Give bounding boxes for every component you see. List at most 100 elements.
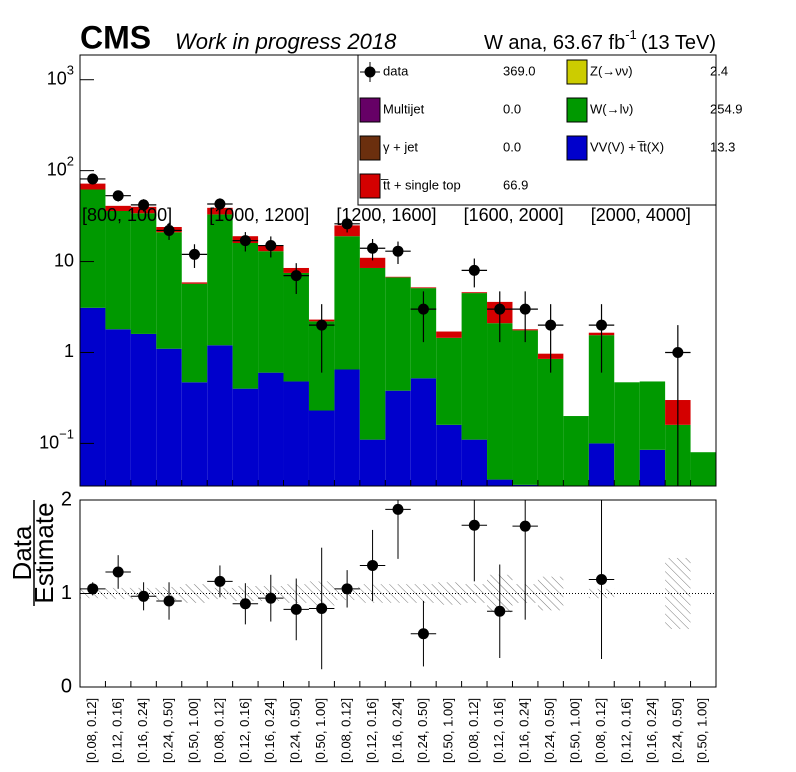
legend-yield: 13.3 <box>710 139 735 154</box>
ratio-point <box>112 566 124 578</box>
uncertainty-band <box>410 584 437 603</box>
title: CMS <box>80 19 151 55</box>
y-tick-label: 102 <box>47 154 74 179</box>
y-label: Data <box>7 525 37 580</box>
x-tick-label: [0.24, 0.50] <box>542 698 557 763</box>
y-label: Estimate <box>29 502 59 603</box>
bar-segment <box>181 283 208 383</box>
bar-segment <box>80 183 106 190</box>
bar-segment <box>512 484 538 486</box>
y-tick-label: 103 <box>47 63 74 88</box>
bar-segment <box>436 424 462 486</box>
y-tick-exponent: 3 <box>67 63 74 78</box>
bar-segment <box>410 378 437 486</box>
bar-segment <box>461 292 488 294</box>
legend-swatch <box>566 97 588 123</box>
bar-segment <box>359 439 386 486</box>
legend-label: Z(→νν) <box>590 63 633 78</box>
x-tick-label: [0.24, 0.50] <box>415 698 430 763</box>
data-point <box>367 242 379 254</box>
lumi-energy: (13 TeV) <box>641 32 716 54</box>
bar-segment <box>588 443 615 486</box>
x-tick-label: [0.50, 1.00] <box>186 698 201 763</box>
ratio-point <box>163 595 175 607</box>
legend-box <box>357 54 717 206</box>
x-tick-label: [0.50, 1.00] <box>695 698 710 763</box>
x-tick-label: [0.24, 0.50] <box>669 698 684 763</box>
data-point <box>290 270 302 282</box>
bar-segment <box>334 236 360 370</box>
data-point <box>519 303 531 315</box>
legend-label: γ + jet <box>383 139 418 154</box>
ratio-point <box>214 575 226 587</box>
bar-segment <box>105 210 131 330</box>
data-point <box>468 264 480 276</box>
y-tick-label: 10 <box>54 250 74 270</box>
group-label: [1200, 1600] <box>336 205 436 225</box>
x-tick-label: [0.12, 0.16] <box>618 698 633 763</box>
y-tick-label: 1 <box>64 341 74 361</box>
data-point <box>672 346 684 358</box>
bar-segment <box>283 381 309 486</box>
legend-swatch <box>359 173 381 199</box>
bar-segment <box>308 410 335 486</box>
x-tick-label: [0.12, 0.16] <box>237 698 252 763</box>
ratio-point <box>392 503 404 515</box>
data-point <box>138 199 150 211</box>
data-point <box>214 198 226 210</box>
bar-segment <box>487 323 513 480</box>
bar-segment <box>80 189 106 308</box>
bar-segment <box>359 267 386 440</box>
legend-yield: 254.9 <box>710 101 743 116</box>
legend-label: W(→lν) <box>590 101 633 116</box>
bar-segment <box>130 213 157 334</box>
ratio-point <box>290 603 302 615</box>
x-tick-label: [0.12, 0.16] <box>110 698 125 763</box>
bar-segment <box>614 382 640 486</box>
bar-segment <box>232 242 259 389</box>
uncertainty-band <box>436 582 462 605</box>
bar-segment <box>130 333 157 486</box>
data-point <box>239 235 251 247</box>
legend-marker <box>364 66 376 78</box>
legend-swatch <box>359 135 381 161</box>
x-tick-label: [0.08, 0.12] <box>593 698 608 763</box>
ratio-point <box>341 583 353 595</box>
legend-yield: 369.0 <box>503 63 536 78</box>
ratio-point <box>367 559 379 571</box>
y-tick-exponent: 2 <box>67 154 74 169</box>
bar-segment <box>334 369 360 486</box>
legend-swatch <box>566 59 588 85</box>
data-point <box>392 245 404 257</box>
bar-segment <box>436 337 462 425</box>
data-point <box>545 319 557 331</box>
x-tick-label: [0.12, 0.16] <box>364 698 379 763</box>
ratio-point <box>316 602 328 614</box>
x-tick-label: [0.16, 0.24] <box>389 698 404 763</box>
uncertainty-band <box>537 576 564 611</box>
legend-label: data <box>383 63 409 78</box>
x-tick-label: [0.12, 0.16] <box>491 698 506 763</box>
bar-segment <box>461 439 488 486</box>
bar-segment <box>207 345 233 486</box>
bar-segment <box>639 449 666 486</box>
bar-segment <box>105 205 131 211</box>
data-point <box>163 224 175 236</box>
data-point <box>112 190 124 202</box>
group-label: [800, 1000] <box>82 205 172 225</box>
bar-segment <box>410 287 437 289</box>
bar-segment <box>690 452 716 486</box>
x-tick-label: [0.16, 0.24] <box>517 698 532 763</box>
legend-yield: 66.9 <box>503 177 528 192</box>
group-label: [2000, 4000] <box>591 205 691 225</box>
bar-segment <box>563 416 589 486</box>
lumi-exponent: -1 <box>625 27 637 42</box>
data-point <box>265 240 277 252</box>
bar-segment <box>359 257 386 268</box>
x-tick-label: [0.50, 1.00] <box>313 698 328 763</box>
ratio-point <box>468 519 480 531</box>
ratio-point <box>494 605 506 617</box>
subtitle: Work in progress 2018 <box>175 29 397 54</box>
legend-yield: 2.4 <box>710 63 728 78</box>
legend-yield: 0.0 <box>503 101 521 116</box>
